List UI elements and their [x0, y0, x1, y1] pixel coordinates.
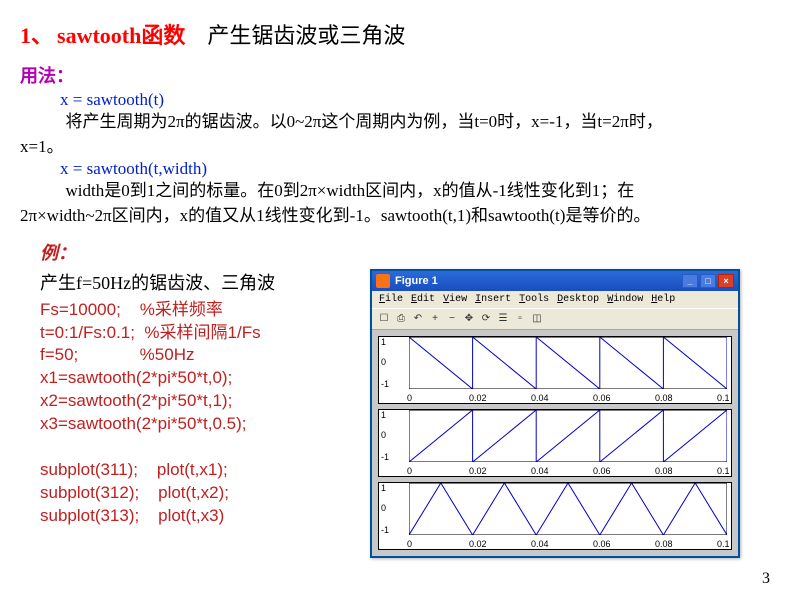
menu-item-file[interactable]: File — [376, 293, 406, 306]
page-number: 3 — [762, 570, 770, 588]
figure-plot-area: 1 0 -1 0 0.02 0.04 0.06 0.08 0.1 1 0 -1 0 0.02 0.04 0.0… — [372, 330, 738, 556]
xtick-label: 0.06 — [593, 466, 611, 476]
code-block: Fs=10000; %采样频率 t=0:1/Fs:0.1; %采样间隔1/Fs … — [40, 299, 350, 528]
toolbar-button-7[interactable]: ☰ — [495, 311, 511, 327]
figure-window: Figure 1 _ □ × FileEditViewInsertToolsDe… — [370, 269, 740, 558]
toolbar-button-2[interactable]: ↶ — [410, 311, 426, 327]
toolbar-button-5[interactable]: ✥ — [461, 311, 477, 327]
example-label: 例： — [40, 239, 780, 265]
toolbar-button-6[interactable]: ⟳ — [478, 311, 494, 327]
title-function: sawtooth函数 — [57, 23, 185, 48]
figure-title-text: Figure 1 — [395, 275, 682, 287]
xtick-label: 0.02 — [469, 539, 487, 549]
ytick-label: 1 — [381, 410, 386, 420]
subplot-1: 1 0 -1 0 0.02 0.04 0.06 0.08 0.1 — [378, 336, 732, 404]
ytick-label: 1 — [381, 483, 386, 493]
ytick-label: -1 — [381, 452, 389, 462]
description-1b: x=1。 — [20, 135, 780, 160]
menu-item-tools[interactable]: Tools — [516, 293, 552, 306]
toolbar-button-3[interactable]: + — [427, 311, 443, 327]
figure-toolbar: ☐⎙↶+−✥⟳☰▫◫ — [372, 308, 738, 330]
syntax-1: x = sawtooth(t) — [60, 90, 780, 110]
xtick-label: 0.1 — [717, 393, 730, 403]
xtick-label: 0.04 — [531, 393, 549, 403]
description-2a: width是0到1之间的标量。在0到2π×width区间内，x的值从-1线性变化… — [40, 179, 780, 204]
ytick-label: 0 — [381, 357, 386, 367]
maximize-button[interactable]: □ — [700, 274, 716, 288]
ytick-label: -1 — [381, 379, 389, 389]
xtick-label: 0.1 — [717, 539, 730, 549]
subplot-3: 1 0 -1 0 0.02 0.04 0.06 0.08 0.1 — [378, 482, 732, 550]
xtick-label: 0 — [407, 466, 412, 476]
toolbar-button-9[interactable]: ◫ — [529, 311, 545, 327]
toolbar-button-1[interactable]: ⎙ — [393, 311, 409, 327]
xtick-label: 0.08 — [655, 539, 673, 549]
code-heading: 产生f=50Hz的锯齿波、三角波 — [40, 269, 350, 295]
code-column: 产生f=50Hz的锯齿波、三角波 Fs=10000; %采样频率 t=0:1/F… — [20, 269, 350, 558]
xtick-label: 0.06 — [593, 539, 611, 549]
ytick-label: -1 — [381, 525, 389, 535]
xtick-label: 0.08 — [655, 393, 673, 403]
toolbar-button-8[interactable]: ▫ — [512, 311, 528, 327]
xtick-label: 0.02 — [469, 466, 487, 476]
menu-item-view[interactable]: View — [440, 293, 470, 306]
menu-item-help[interactable]: Help — [648, 293, 678, 306]
menu-item-window[interactable]: Window — [604, 293, 646, 306]
minimize-button[interactable]: _ — [682, 274, 698, 288]
subplot-2: 1 0 -1 0 0.02 0.04 0.06 0.08 0.1 — [378, 409, 732, 477]
ytick-label: 1 — [381, 337, 386, 347]
toolbar-button-0[interactable]: ☐ — [376, 311, 392, 327]
title-description: 产生锯齿波或三角波 — [207, 23, 405, 48]
toolbar-button-4[interactable]: − — [444, 311, 460, 327]
figure-menubar: FileEditViewInsertToolsDesktopWindowHelp — [372, 291, 738, 308]
title-line: 1、 sawtooth函数 产生锯齿波或三角波 — [20, 18, 780, 50]
xtick-label: 0.06 — [593, 393, 611, 403]
xtick-label: 0.04 — [531, 539, 549, 549]
menu-item-desktop[interactable]: Desktop — [554, 293, 602, 306]
xtick-label: 0.08 — [655, 466, 673, 476]
ytick-label: 0 — [381, 430, 386, 440]
syntax-2: x = sawtooth(t,width) — [60, 159, 780, 179]
usage-heading: 用法： — [20, 62, 780, 88]
xtick-label: 0.02 — [469, 393, 487, 403]
menu-item-insert[interactable]: Insert — [472, 293, 514, 306]
ytick-label: 0 — [381, 503, 386, 513]
xtick-label: 0.1 — [717, 466, 730, 476]
close-button[interactable]: × — [718, 274, 734, 288]
xtick-label: 0 — [407, 393, 412, 403]
matlab-icon — [376, 274, 390, 288]
title-number: 1、 — [20, 23, 53, 48]
menu-item-edit[interactable]: Edit — [408, 293, 438, 306]
description-2b: 2π×width~2π区间内，x的值又从1线性变化到-1。sawtooth(t,… — [20, 204, 780, 229]
xtick-label: 0 — [407, 539, 412, 549]
description-1a: 将产生周期为2π的锯齿波。以0~2π这个周期内为例，当t=0时，x=-1，当t=… — [40, 110, 780, 135]
xtick-label: 0.04 — [531, 466, 549, 476]
figure-titlebar: Figure 1 _ □ × — [372, 271, 738, 291]
